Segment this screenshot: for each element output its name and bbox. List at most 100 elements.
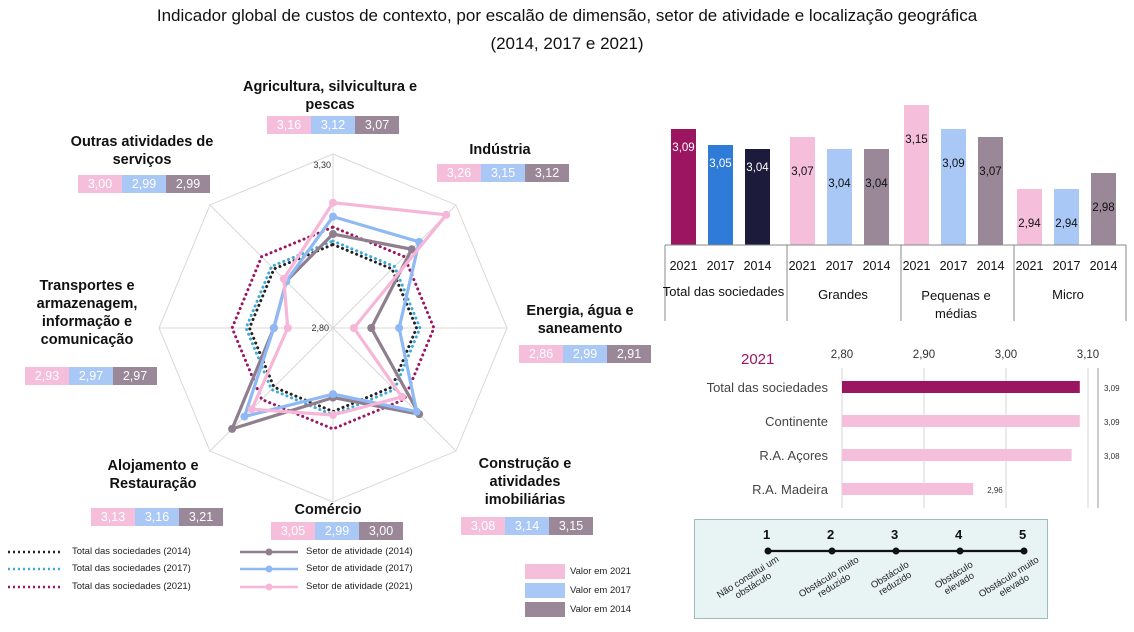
hbar-category-2: R.A. Açores — [759, 448, 828, 463]
bar-2-2021 — [904, 105, 929, 245]
size-bar-chart: 3,09 2021 3,05 2017 3,04 2014 3,07 2021 3,04 2017… — [664, 105, 1127, 321]
bar-label-3-1: 2,94 — [1055, 218, 1078, 230]
legend-text-total-2021: Total das sociedades (2021) — [72, 581, 191, 592]
radar-point-2014-2 — [367, 324, 376, 332]
radar-point-2017-5 — [240, 412, 249, 421]
bar-year-1-2: 2014 — [863, 259, 891, 273]
bar-1-2021 — [790, 137, 815, 245]
scale-point-4 — [956, 547, 964, 555]
bar-2-2017 — [941, 129, 966, 245]
legend-marker-sector-2021 — [265, 583, 273, 591]
sector-label-energia: Energia, água e saneamento — [526, 303, 634, 337]
radar-point-2021-3 — [397, 392, 406, 401]
legend-text-sector-2017: Setor de atividade (2017) — [306, 563, 413, 574]
bar-label-2-0: 3,15 — [905, 134, 927, 146]
group-label-micro: Micro — [1052, 287, 1084, 302]
bar-label-1-2: 3,04 — [865, 178, 888, 190]
hbar-value-1: 3,09 — [1104, 418, 1120, 427]
radar-point-2021-5 — [247, 405, 256, 414]
group-label-grandes: Grandes — [818, 287, 868, 302]
hbar-2 — [842, 449, 1072, 461]
value-chip-1-v2014: 3,12 — [525, 164, 569, 182]
scale-num-1: 1 — [763, 527, 771, 542]
legend-marker-sector-2014 — [265, 548, 273, 556]
radar-point-2021-2 — [349, 324, 358, 332]
value-chip-5-v2014: 3,21 — [179, 508, 223, 526]
legend-text-total-2017: Total das sociedades (2017) — [72, 563, 191, 574]
legend-text-sector-2014: Setor de atividade (2014) — [306, 546, 413, 557]
bar-label-1-0: 3,07 — [791, 166, 813, 178]
scale-point-5 — [1020, 547, 1028, 555]
bar-year-2-1: 2017 — [940, 259, 968, 273]
bar-label-2-1: 3,09 — [942, 158, 964, 170]
radar-point-2014-0 — [329, 230, 337, 239]
bar-label-0-2: 3,04 — [746, 162, 769, 174]
chip-legend-2021-swatch — [525, 564, 565, 579]
scale-point-2 — [828, 547, 836, 555]
region-bar-chart: 2,80 2,90 3,00 3,10 Total das sociedades 3,09… — [707, 349, 1120, 508]
sector-label-alojamento: Alojamento e Restauração — [107, 458, 199, 492]
legend-text-total-2014: Total das sociedades (2014) — [72, 546, 191, 557]
value-chip-4-v2014: 3,00 — [359, 522, 403, 540]
bar-year-0-2: 2014 — [744, 259, 772, 273]
hbar-category-1: Continente — [765, 414, 828, 429]
bar-year-3-0: 2021 — [1016, 259, 1044, 273]
radar-point-2017-4 — [329, 390, 337, 399]
bar-2-2014 — [978, 137, 1003, 245]
value-chip-1-v2017: 3,15 — [481, 164, 525, 182]
value-chip-0-v2021: 3,16 — [267, 116, 311, 134]
value-chip-2-v2017: 2,99 — [563, 345, 607, 363]
bar-3-2017 — [1054, 189, 1079, 245]
bar-3-2021 — [1017, 189, 1042, 245]
group-label-pme: Pequenas e médias — [921, 288, 991, 321]
value-chip-3-v2014: 3,15 — [549, 517, 593, 535]
radar-point-2021-4 — [329, 411, 337, 419]
hbar-tick-2: 3,00 — [995, 349, 1017, 361]
legend-text-sector-2021: Setor de atividade (2021) — [306, 581, 413, 592]
hbar-tick-1: 2,90 — [913, 349, 935, 361]
obstacle-scale-legend: 1 2 3 4 5 Não constitui um obstáculo Obs… — [694, 519, 1048, 619]
value-chip-2-v2014: 2,91 — [607, 345, 651, 363]
value-chip-3-v2021: 3,08 — [461, 517, 505, 535]
sector-label-comercio: Comércio — [294, 502, 362, 518]
value-chip-5-v2017: 3,16 — [135, 508, 179, 526]
sector-label-agricultura: Agricultura, silvicultura e pescas — [242, 79, 418, 113]
value-chip-1-v2021: 3,26 — [437, 164, 481, 182]
value-chip-2-v2021: 2,86 — [519, 345, 563, 363]
bar-year-3-1: 2017 — [1053, 259, 1081, 273]
radar-point-2017-2 — [395, 324, 404, 332]
value-chip-7-v2014: 2,99 — [166, 175, 210, 193]
bar-label-3-2: 2,98 — [1092, 202, 1114, 214]
chart-subtitle: (2014, 2017 e 2021) — [490, 34, 644, 53]
bar-0-2014 — [745, 149, 770, 245]
hbar-value-3: 2,96 — [987, 486, 1003, 495]
value-chip-5-v2021: 3,13 — [91, 508, 135, 526]
radar-sector-line-2021 — [250, 201, 448, 417]
hbar-title: 2021 — [741, 351, 775, 368]
hbar-tick-3: 3,10 — [1077, 349, 1099, 361]
scale-point-3 — [892, 547, 900, 555]
bar-0-2017 — [708, 145, 733, 245]
bar-label-1-1: 3,04 — [828, 178, 851, 190]
radar-max-label: 3,30 — [313, 160, 331, 170]
hbar-tick-0: 2,80 — [831, 349, 853, 361]
radar-min-label: 2,80 — [311, 323, 329, 333]
radar-point-2014-1 — [407, 245, 416, 254]
radar-point-2021-6 — [283, 324, 292, 332]
radar-point-2021-0 — [329, 198, 337, 207]
bar-0-2021 — [671, 129, 696, 245]
chip-legend-2014-swatch — [525, 602, 565, 617]
bar-year-1-1: 2017 — [826, 259, 854, 273]
radar-point-2017-0 — [329, 212, 337, 221]
bar-label-2-2: 3,07 — [979, 166, 1001, 178]
bar-year-0-1: 2017 — [707, 259, 735, 273]
chip-legend-2017-swatch — [525, 583, 565, 598]
bar-year-1-0: 2021 — [789, 259, 817, 273]
value-chip-0-v2014: 3,07 — [355, 116, 399, 134]
value-chip-4-v2021: 3,05 — [271, 522, 315, 540]
value-chip-4-v2017: 2,99 — [315, 522, 359, 540]
scale-point-1 — [764, 547, 772, 555]
radar-legend — [8, 548, 298, 591]
chip-legend-2017-text: Valor em 2017 — [570, 585, 632, 596]
scale-num-2: 2 — [827, 527, 835, 542]
